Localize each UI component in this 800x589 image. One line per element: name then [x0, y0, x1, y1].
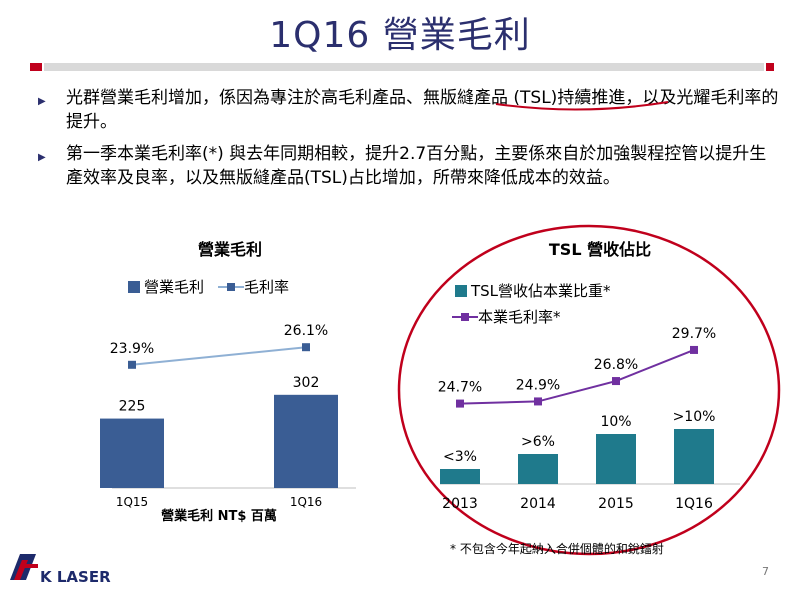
bar-value-label: >6% [521, 434, 555, 450]
title-divider [44, 63, 764, 71]
line-marker [534, 397, 542, 406]
bar-value-label: <3% [443, 449, 477, 465]
bar [518, 454, 558, 484]
bar [674, 429, 714, 484]
bar [274, 394, 338, 488]
right-chart-title: TSL 營收佔比 [548, 240, 652, 259]
klaser-logo-icon [10, 554, 38, 580]
right-chart-legend-line: 本業毛利率* [452, 306, 561, 327]
left-chart-plot: 225 1Q15 302 1Q16 23.9% 26.1% 營業毛利 NT$ 百萬 [100, 323, 356, 524]
logo-text: K LASER [40, 568, 111, 586]
bar [440, 469, 480, 484]
line-value-label: 24.9% [516, 377, 560, 393]
left-chart-legend: 營業毛利 毛利率 [128, 276, 289, 297]
highlight-circle [397, 224, 781, 556]
highlight-underline [495, 101, 669, 111]
line-value-label: 24.7% [438, 380, 482, 396]
x-tick-label: 1Q16 [290, 495, 322, 509]
bullet-marker-icon: ▶ [38, 96, 46, 107]
legend-line-swatch [452, 312, 478, 321]
legend-line-label: 本業毛利率* [478, 308, 561, 326]
line-marker [690, 345, 698, 354]
line-marker [128, 360, 136, 369]
bullet-text-1: 光群營業毛利增加，係因為專注於高毛利產品、無版縫產品 (TSL)持續推進，以及光… [66, 88, 779, 132]
bar-value-label: 225 [119, 399, 146, 415]
line-marker [612, 377, 620, 386]
legend-line-swatch [218, 282, 245, 291]
left-chart-title: 營業毛利 [197, 240, 262, 259]
bullet-marker-icon: ▶ [38, 152, 46, 163]
bullet-text-2: 第一季本業毛利率(*) 與去年同期相較，提升2.7百分點，主要係來自於加強製程控… [66, 144, 767, 188]
bar [596, 434, 636, 484]
footnote: * 不包含今年起納入合併個體的和銳鐳射 [450, 542, 664, 556]
line-value-label: 29.7% [672, 326, 716, 342]
line-marker [302, 343, 310, 352]
x-tick-label: 1Q15 [116, 495, 148, 509]
right-chart-plot: <3% 2013 >6% 2014 10% 2015 >10% 1Q16 24.7% 24.9% 2… [438, 326, 740, 512]
title-accent-right [766, 63, 774, 71]
line-marker [456, 399, 464, 408]
bar-value-label: 302 [293, 375, 320, 391]
title-accent-left [30, 63, 42, 71]
bar [100, 418, 164, 488]
legend-bar-swatch [455, 284, 467, 297]
page-number: 7 [762, 565, 769, 578]
slide-title: 1Q16 營業毛利 [269, 15, 531, 56]
bar-value-label: 10% [600, 414, 631, 430]
legend-bar-label: 營業毛利 [144, 278, 205, 296]
line-value-label: 23.9% [110, 341, 154, 357]
line-series [459, 349, 695, 405]
legend-bar-label: TSL營收佔本業比重* [471, 282, 611, 300]
line-value-label: 26.8% [594, 357, 638, 373]
right-chart-legend-bar: TSL營收佔本業比重* [455, 280, 611, 301]
legend-bar-swatch [128, 280, 140, 293]
x-tick-label: 2013 [442, 496, 478, 512]
x-axis-title: 營業毛利 NT$ 百萬 [161, 508, 277, 524]
line-series [131, 346, 307, 366]
legend-line-label: 毛利率 [244, 278, 290, 296]
x-tick-label: 2015 [598, 496, 634, 512]
line-value-label: 26.1% [284, 323, 328, 339]
bar-value-label: >10% [673, 409, 716, 425]
x-tick-label: 1Q16 [675, 496, 713, 512]
x-tick-label: 2014 [520, 496, 556, 512]
